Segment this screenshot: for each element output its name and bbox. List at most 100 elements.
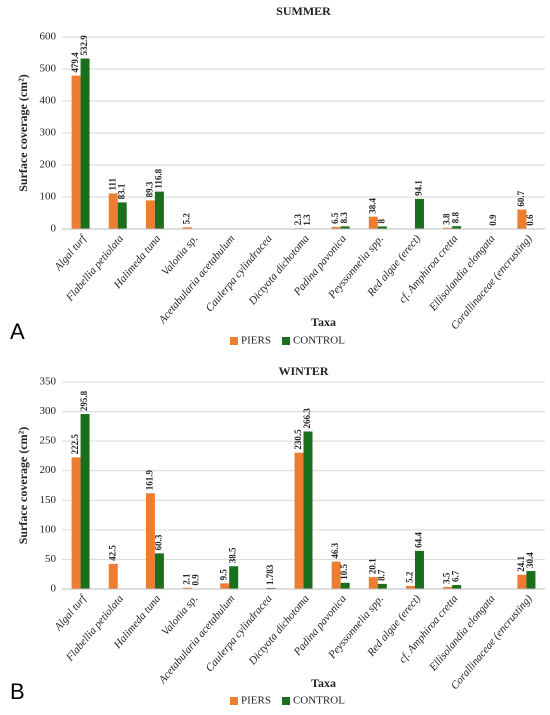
bar [443, 227, 453, 229]
bar [294, 452, 304, 589]
x-tick-label: Caulerpa cylindracea [204, 232, 275, 314]
y-tick-label: 100 [40, 523, 57, 535]
bar [368, 577, 378, 589]
y-tick-label: 400 [40, 95, 57, 107]
value-label: 2.3 [293, 214, 303, 226]
y-tick-label: 200 [40, 159, 57, 171]
value-label: 38.4 [367, 197, 377, 213]
value-label: 9.5 [219, 569, 229, 581]
bar [183, 227, 193, 229]
value-label: 83.1 [116, 183, 126, 199]
y-tick-label: 300 [40, 127, 57, 139]
y-tick-label: 200 [40, 464, 57, 476]
value-label: 60.3 [153, 534, 163, 550]
x-tick-label: Valonia sp. [160, 593, 201, 638]
value-label: 222.5 [70, 434, 80, 455]
value-label: 8 [376, 218, 386, 223]
value-label: 5.2 [182, 213, 192, 225]
bar [405, 585, 415, 589]
y-tick-label: 0 [51, 223, 57, 235]
y-tick-label: 0 [51, 583, 57, 595]
value-label: 38.5 [228, 547, 238, 563]
panel-label: B [10, 679, 25, 704]
value-label: 0.9 [191, 574, 201, 586]
x-tick-label: Ellisolandia elongata [427, 232, 498, 314]
x-tick-label: Algal turf [52, 231, 90, 274]
bar [340, 226, 350, 229]
y-tick-label: 500 [40, 63, 57, 75]
bar [145, 200, 155, 229]
bar [452, 226, 462, 229]
bar [145, 493, 155, 589]
bar [71, 75, 81, 229]
bar [517, 574, 527, 589]
bar [108, 563, 118, 589]
value-label: 64.4 [414, 532, 424, 548]
bar [377, 226, 387, 229]
value-label: 20.1 [367, 558, 377, 574]
value-label: 3.8 [442, 213, 452, 225]
value-label: 10.5 [339, 564, 349, 580]
y-axis-title: Surface coverage (cm²) [16, 427, 30, 545]
bar [108, 193, 118, 229]
value-label: 532.9 [79, 35, 89, 56]
bar [331, 561, 341, 589]
y-tick-label: 250 [40, 435, 57, 447]
value-label: 230.5 [293, 429, 303, 450]
bar [414, 198, 424, 229]
y-tick-label: 100 [40, 191, 57, 203]
chart-title: WINTER [278, 364, 328, 378]
value-label: 46.3 [330, 542, 340, 558]
bar [71, 457, 81, 589]
bar [80, 58, 90, 229]
value-label: 266.3 [302, 408, 312, 429]
value-label: 89.3 [144, 181, 154, 197]
bar [220, 583, 230, 589]
bar [414, 550, 424, 589]
legend-label: CONTROL [293, 335, 345, 347]
legend-swatch [230, 337, 238, 345]
value-label: 42.5 [107, 545, 117, 561]
value-label: 2.1 [182, 573, 192, 585]
legend-swatch [230, 697, 238, 705]
x-axis-title: Taxa [311, 676, 336, 690]
chart-title: SUMMER [276, 4, 331, 18]
x-axis-title: Taxa [311, 315, 336, 329]
legend-label: PIERS [241, 695, 271, 707]
bar [526, 571, 536, 589]
value-label: 1.783 [265, 564, 275, 585]
value-label: 6.5 [330, 212, 340, 224]
bar [443, 586, 453, 589]
bar [331, 226, 341, 229]
value-label: 3.5 [442, 572, 452, 584]
y-tick-label: 350 [40, 376, 57, 388]
value-label: 0.9 [488, 214, 498, 226]
value-label: 161.9 [144, 469, 154, 490]
y-axis-title: Surface coverage (cm²) [16, 74, 30, 192]
y-tick-label: 150 [40, 494, 57, 506]
bar [340, 582, 350, 589]
x-tick-label: Algal turf [52, 591, 90, 634]
bar [117, 202, 127, 229]
value-label: 295.8 [79, 390, 89, 411]
bar [183, 587, 193, 589]
x-tick-label: Caulerpa cylindracea [204, 592, 275, 674]
bar [452, 585, 462, 589]
value-label: 24.1 [516, 555, 526, 571]
value-label: 94.1 [414, 180, 424, 196]
bar [229, 566, 239, 589]
legend-swatch [281, 337, 290, 345]
value-label: 30.4 [525, 552, 535, 568]
bar [517, 209, 527, 229]
value-label: 8.7 [376, 569, 386, 581]
legend-swatch [281, 697, 290, 705]
value-label: 6.7 [451, 570, 461, 582]
value-label: 8.3 [339, 212, 349, 224]
bar [154, 553, 164, 589]
value-label: 1.3 [302, 214, 312, 226]
value-label: 111 [107, 177, 117, 190]
bar [80, 414, 90, 589]
x-tick-label: Ellisolandia elongata [427, 592, 498, 674]
x-tick-label: Valonia sp. [160, 233, 201, 278]
